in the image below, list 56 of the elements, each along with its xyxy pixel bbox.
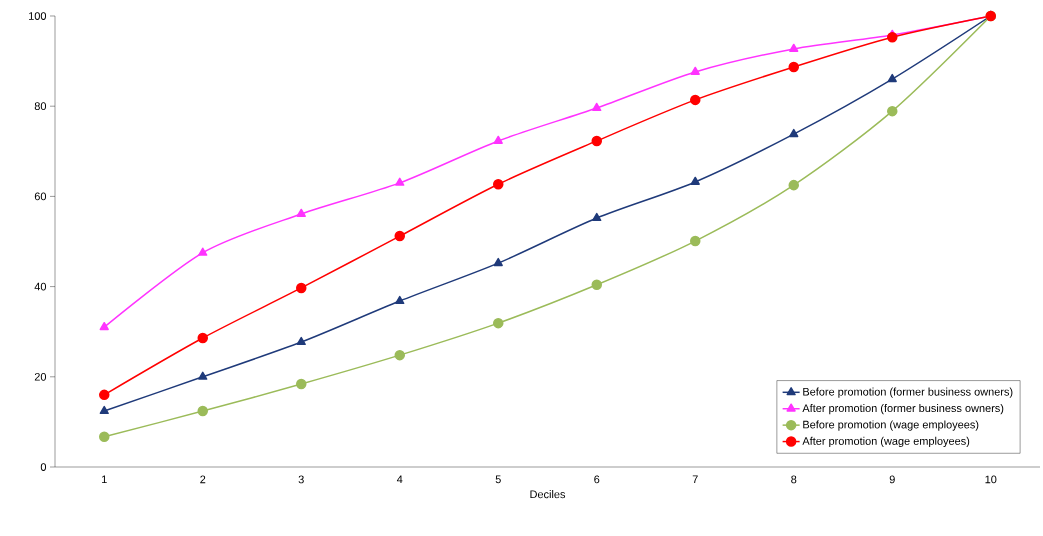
point xyxy=(395,177,405,186)
x-axis-title: Deciles xyxy=(530,490,566,499)
point xyxy=(197,405,208,417)
y-tick-label: 80 xyxy=(34,102,47,111)
point xyxy=(887,73,897,83)
legend-label: After promotion (former business owners) xyxy=(802,404,1004,415)
point xyxy=(493,178,504,190)
point xyxy=(591,279,603,291)
point xyxy=(690,235,701,247)
x-tick-label: 9 xyxy=(889,475,895,484)
point xyxy=(493,257,503,267)
point xyxy=(296,378,307,390)
point xyxy=(198,371,208,380)
point xyxy=(788,179,800,191)
point xyxy=(591,135,603,147)
point xyxy=(395,295,405,305)
x-tick-label: 7 xyxy=(692,475,698,484)
point xyxy=(99,321,109,331)
x-tick-label: 3 xyxy=(298,475,304,484)
point xyxy=(394,230,405,242)
point xyxy=(99,405,109,415)
y-tick-label: 40 xyxy=(34,282,47,291)
point xyxy=(887,31,898,43)
x-tick-label: 10 xyxy=(985,475,997,484)
point xyxy=(296,208,306,217)
legend-label: Before promotion (former business owners) xyxy=(803,387,1013,398)
x-tick-label: 4 xyxy=(396,475,403,484)
point xyxy=(198,247,208,256)
point xyxy=(887,105,898,117)
y-tick-label: 20 xyxy=(34,372,47,381)
x-tick-label: 2 xyxy=(200,475,206,484)
point xyxy=(99,431,110,443)
point xyxy=(394,349,405,361)
point xyxy=(493,317,504,329)
y-tick-label: 0 xyxy=(40,463,47,471)
x-tick-label: 8 xyxy=(791,475,797,484)
point xyxy=(690,66,700,75)
point xyxy=(296,336,306,346)
point xyxy=(789,128,799,138)
point xyxy=(788,61,800,73)
y-tick-label: 100 xyxy=(29,12,47,20)
point xyxy=(789,43,799,52)
point xyxy=(690,176,700,185)
legend-label: Before promotion (wage employees) xyxy=(803,420,979,431)
x-tick-label: 6 xyxy=(594,475,600,484)
point xyxy=(690,94,701,106)
point xyxy=(99,389,110,401)
point xyxy=(197,332,208,344)
point xyxy=(592,102,602,111)
point xyxy=(493,135,503,144)
point xyxy=(296,282,307,294)
y-tick-label: 60 xyxy=(34,192,47,201)
legend-label: After promotion (wage employees) xyxy=(802,436,970,448)
point xyxy=(592,212,602,222)
x-tick-label: 5 xyxy=(495,475,501,484)
x-tick-label: 1 xyxy=(102,475,107,484)
